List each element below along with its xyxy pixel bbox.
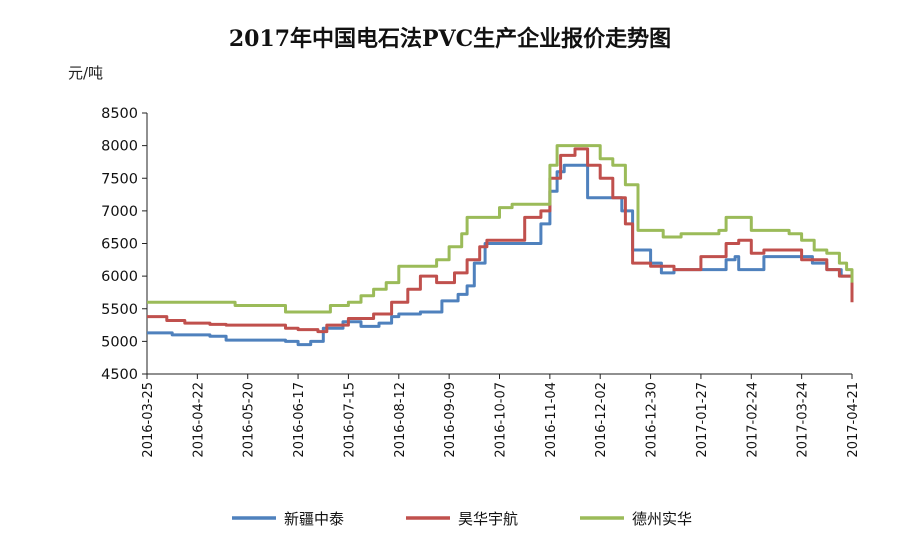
chart-title: 2017年中国电石法PVC生产企业报价走势图 <box>229 26 671 52</box>
legend-label-0: 新疆中泰 <box>284 510 344 528</box>
x-tick-label: 2016-09-09 <box>443 382 458 458</box>
y-tick-label: 6500 <box>101 237 138 253</box>
x-tick-label: 2017-02-24 <box>745 382 760 458</box>
x-tick-label: 2017-01-27 <box>695 382 710 458</box>
y-tick-label: 8000 <box>101 139 138 155</box>
x-tick-label: 2016-04-22 <box>191 382 206 458</box>
y-tick-label: 6000 <box>101 269 138 285</box>
series-line-2 <box>147 144 854 314</box>
x-tick-label: 2016-11-04 <box>544 382 559 458</box>
legend-label-2: 德州实华 <box>632 510 692 528</box>
x-tick-label: 2016-10-07 <box>494 382 509 458</box>
y-tick-label: 7500 <box>101 171 138 187</box>
x-tick-label: 2016-03-25 <box>141 382 156 458</box>
x-tick-label: 2016-12-30 <box>645 382 660 458</box>
x-tick-label: 2016-06-17 <box>292 382 307 458</box>
x-tick-label: 2017-04-21 <box>846 382 861 458</box>
x-axis: 2016-03-25 2016-04-22 2016-05-20 2016-06-17… <box>141 373 861 458</box>
x-tick-label: 2016-05-20 <box>242 382 257 458</box>
y-tick-label: 8500 <box>101 106 138 122</box>
legend-label-1: 昊华宇航 <box>458 510 518 528</box>
x-tick-label: 2016-07-15 <box>342 382 357 458</box>
y-tick-label: 5500 <box>101 302 138 318</box>
x-tick-label: 2017-03-24 <box>796 382 811 458</box>
series-lines <box>147 144 854 347</box>
x-tick-label: 2016-12-02 <box>594 382 609 458</box>
x-tick-label: 2016-08-12 <box>393 382 408 458</box>
y-tick-label: 5000 <box>101 334 138 350</box>
y-axis: 4500 5000 5500 6000 6500 7000 7500 8000 8500 <box>101 106 148 383</box>
y-tick-label: 7000 <box>101 204 138 220</box>
y-axis-unit: 元/吨 <box>68 64 103 82</box>
series-line-1 <box>147 147 854 334</box>
legend: 新疆中泰 昊华宇航 德州实华 <box>232 510 692 528</box>
series-line-0 <box>147 163 854 347</box>
y-tick-label: 4500 <box>101 367 138 383</box>
